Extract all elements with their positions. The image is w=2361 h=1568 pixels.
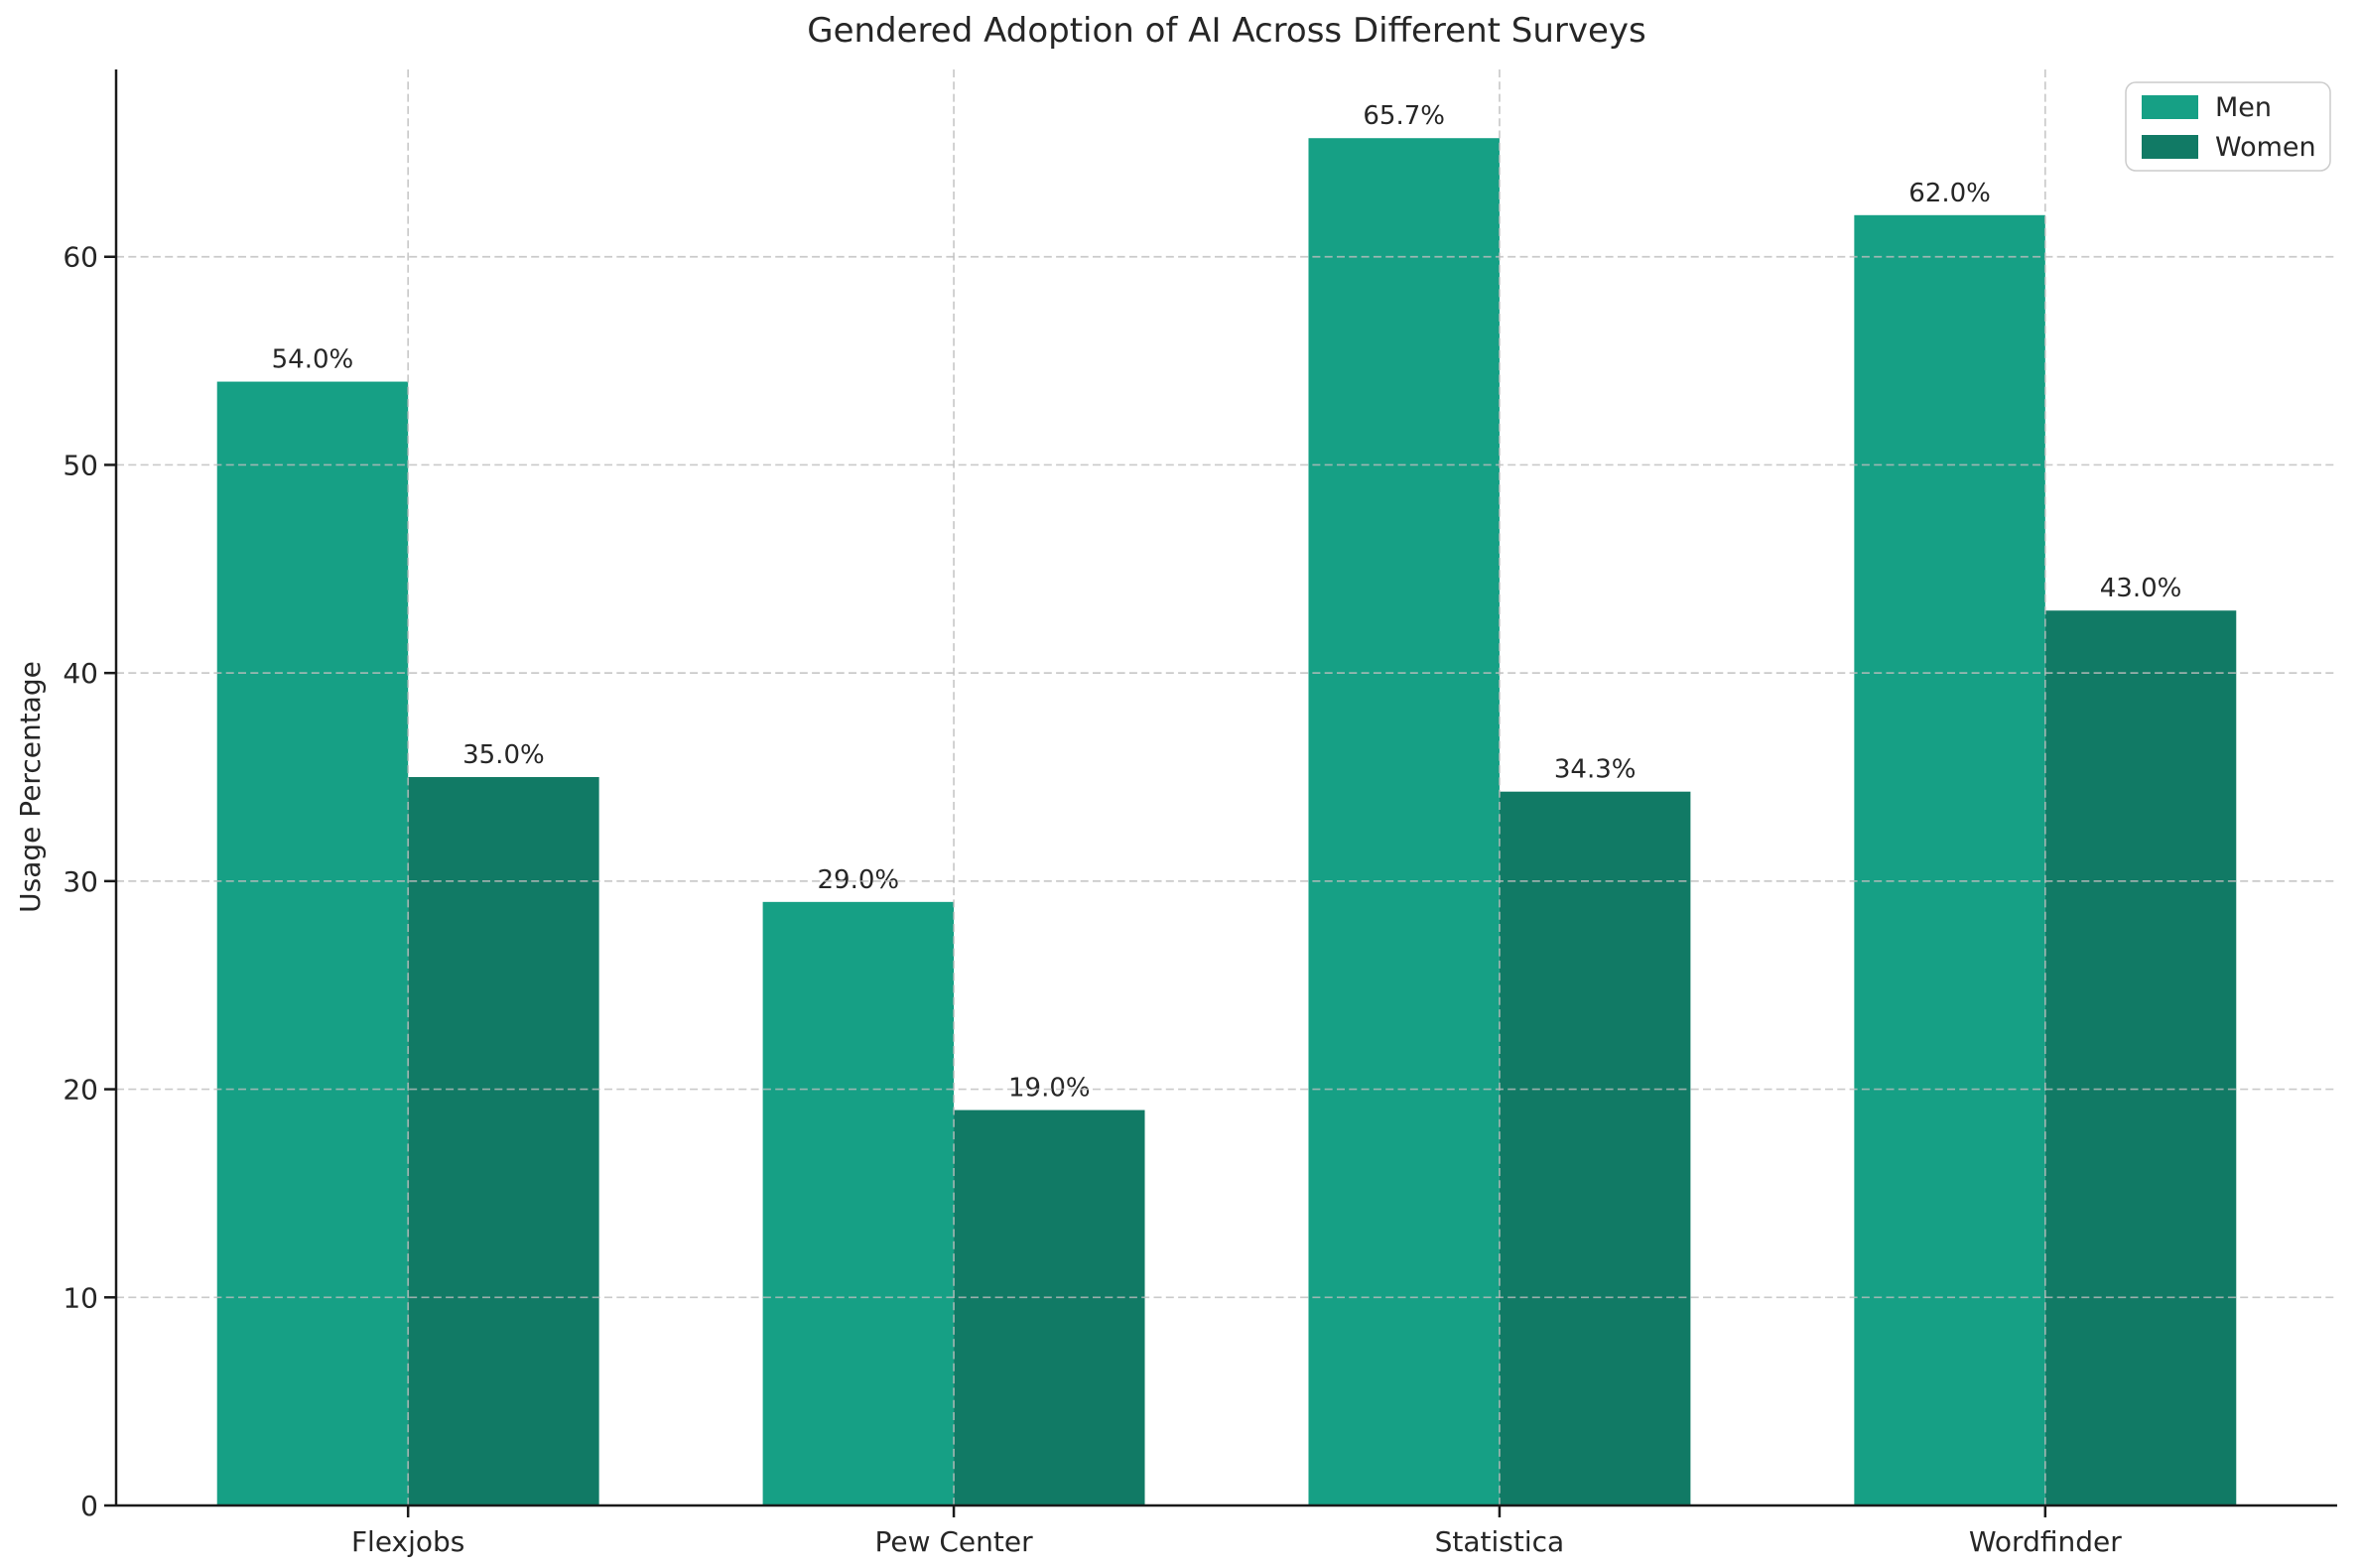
bar-women-statistica xyxy=(1499,791,1691,1505)
y-tick-label: 60 xyxy=(63,241,98,274)
bar-value-label-women-statistica: 34.3% xyxy=(1554,755,1637,785)
bar-value-label-men-flexjobs: 54.0% xyxy=(272,345,354,375)
bar-women-pew-center xyxy=(954,1110,1145,1505)
bar-value-label-men-statistica: 65.7% xyxy=(1363,101,1445,131)
y-tick-label: 40 xyxy=(63,657,98,690)
bar-men-wordfinder xyxy=(1854,214,2045,1505)
x-tick-label-statistica: Statistica xyxy=(1435,1525,1565,1558)
y-tick-label: 0 xyxy=(80,1490,98,1522)
bar-men-pew-center xyxy=(762,901,955,1505)
bar-value-label-women-wordfinder: 43.0% xyxy=(2100,574,2182,603)
plot-area: 54.0% 29.0% 65.7% 62.0% 35.0% 19.0% 34.3% 43.0%… xyxy=(63,69,2337,1558)
legend-label-women: Women xyxy=(2215,132,2316,163)
legend-swatch-men xyxy=(2142,95,2198,119)
legend-swatch-women xyxy=(2142,135,2198,159)
bar-women-flexjobs xyxy=(408,777,599,1505)
chart-title: Gendered Adoption of AI Across Different… xyxy=(807,11,1646,51)
y-axis-label: Usage Percentage xyxy=(14,661,47,913)
y-tick-label: 50 xyxy=(63,449,98,481)
bar-value-label-men-wordfinder: 62.0% xyxy=(1908,179,1991,208)
x-tick-label-flexjobs: Flexjobs xyxy=(351,1525,464,1558)
y-tick-label: 30 xyxy=(63,865,98,898)
x-tick-label-pew-center: Pew Center xyxy=(874,1525,1033,1558)
y-tick-label: 20 xyxy=(63,1074,98,1107)
bar-men-flexjobs xyxy=(216,381,409,1506)
y-tick-label: 10 xyxy=(63,1281,98,1314)
bar-men-statistica xyxy=(1308,138,1500,1505)
legend-label-men: Men xyxy=(2215,92,2272,123)
bar-women-wordfinder xyxy=(2044,610,2237,1505)
x-tick-label-wordfinder: Wordfinder xyxy=(1969,1525,2122,1558)
bar-value-label-women-pew-center: 19.0% xyxy=(1008,1074,1091,1104)
bar-value-label-women-flexjobs: 35.0% xyxy=(462,740,545,770)
bar-value-label-men-pew-center: 29.0% xyxy=(818,865,900,895)
